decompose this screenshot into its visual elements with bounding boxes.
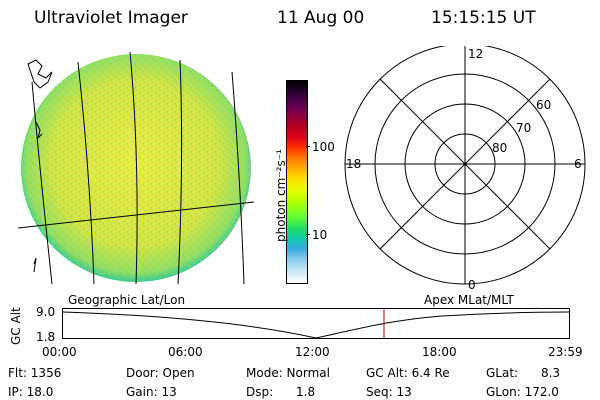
uv-earth-image	[18, 52, 254, 284]
info-flight: Flt: 1356	[8, 366, 62, 380]
time-label: 15:15:15 UT	[431, 8, 536, 28]
altitude-curve	[62, 311, 570, 339]
altitude-strip	[62, 308, 570, 339]
lat-label-80: 80	[492, 141, 507, 155]
strip-left-label: Geographic Lat/Lon	[68, 293, 186, 307]
strip-y-tick-9: 9.0	[36, 305, 56, 319]
info-ip: IP: 18.0	[8, 385, 54, 399]
strip-x-tick: 00:00	[42, 345, 77, 359]
colorbar-tick-mark	[306, 234, 310, 235]
geographic-grid	[18, 52, 254, 284]
strip-x-tick: 06:00	[168, 345, 203, 359]
polar-plot: 12 18 6 0 60 70 80	[344, 46, 586, 292]
app-title: Ultraviolet Imager	[34, 8, 188, 28]
lat-label-60: 60	[536, 98, 551, 112]
coastline	[27, 59, 53, 273]
info-glon: GLon: 172.0	[486, 385, 559, 399]
mlt-label-6: 6	[574, 157, 582, 171]
info-gain: Gain: 13	[126, 385, 177, 399]
colorbar-tick-100: 100	[312, 140, 335, 154]
info-gc-alt: GC Alt: 6.4 Re	[366, 366, 450, 380]
strip-y-title: GC Alt	[9, 307, 23, 345]
mlt-label-0: 0	[468, 278, 476, 292]
colorbar	[286, 80, 308, 284]
strip-x-tick: 18:00	[422, 345, 457, 359]
lat-label-70: 70	[516, 121, 531, 135]
strip-x-tick: 23:59	[548, 345, 583, 359]
colorbar-unit-label: photon cm⁻²s⁻¹	[274, 149, 288, 242]
colorbar-tick-10: 10	[312, 228, 328, 242]
info-dsp: Dsp: 1.8	[246, 385, 316, 399]
polar-diagonal	[379, 78, 551, 250]
strip-right-label: Apex MLat/MLT	[424, 293, 514, 307]
strip-y-tick-1-8: 1.8	[36, 330, 56, 344]
earth-disk-texture	[21, 54, 251, 282]
info-door: Door: Open	[126, 366, 195, 380]
mlt-label-12: 12	[468, 47, 483, 61]
info-glat: GLat: 8.3	[486, 366, 561, 380]
strip-x-tick: 12:00	[295, 345, 330, 359]
colorbar-tick-mark	[306, 146, 310, 147]
mlt-label-18: 18	[346, 157, 361, 171]
info-mode: Mode: Normal	[246, 366, 330, 380]
info-seq: Seq: 13	[366, 385, 412, 399]
date-label: 11 Aug 00	[277, 8, 365, 28]
